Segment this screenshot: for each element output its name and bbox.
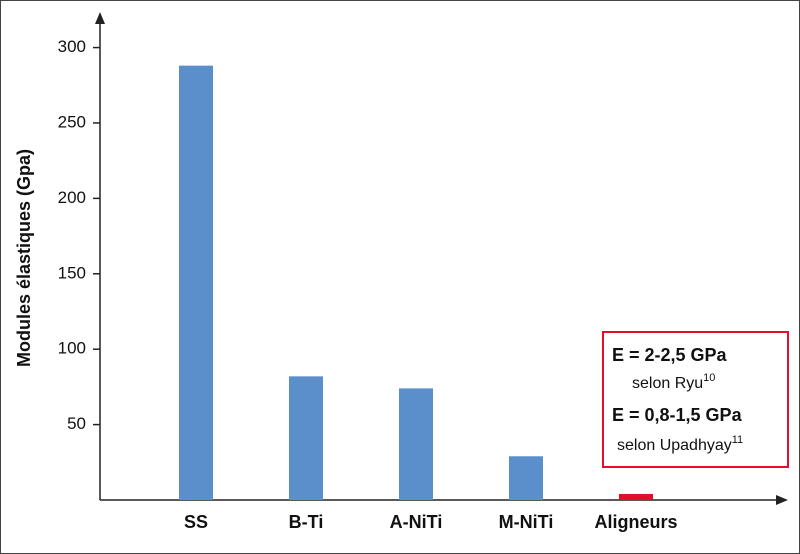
note-box xyxy=(602,331,789,468)
x-tick-label: M-NiTi xyxy=(499,512,554,532)
note: E = 0,8-1,5 GPa xyxy=(612,405,743,425)
note-ref: 10 xyxy=(703,372,715,384)
note: E = 2-2,5 GPa xyxy=(612,345,728,365)
note-ref: 11 xyxy=(732,434,743,446)
x-tick-label: SS xyxy=(184,512,208,532)
y-arrow xyxy=(95,12,105,24)
note: selon Upadhyay11 xyxy=(617,434,743,454)
bar xyxy=(509,456,543,500)
note: selon Ryu10 xyxy=(632,372,715,392)
y-tick-label: 300 xyxy=(58,37,86,56)
note: selon Upadhyay xyxy=(617,437,732,454)
y-axis-title: Modules élastiques (Gpa) xyxy=(14,149,34,367)
bar xyxy=(179,65,213,500)
bar xyxy=(399,388,433,500)
y-tick-label: 50 xyxy=(67,414,86,433)
y-tick-label: 200 xyxy=(58,188,86,207)
x-arrow xyxy=(776,495,788,505)
x-tick-label: Aligneurs xyxy=(594,512,677,532)
bar xyxy=(619,493,653,500)
x-tick-label: B-Ti xyxy=(289,512,324,532)
note: selon Ryu xyxy=(632,375,703,392)
y-tick-label: 100 xyxy=(58,339,86,358)
bar xyxy=(289,376,323,500)
y-tick-label: 250 xyxy=(58,112,86,131)
x-tick-label: A-NiTi xyxy=(390,512,443,532)
y-tick-label: 150 xyxy=(58,263,86,282)
